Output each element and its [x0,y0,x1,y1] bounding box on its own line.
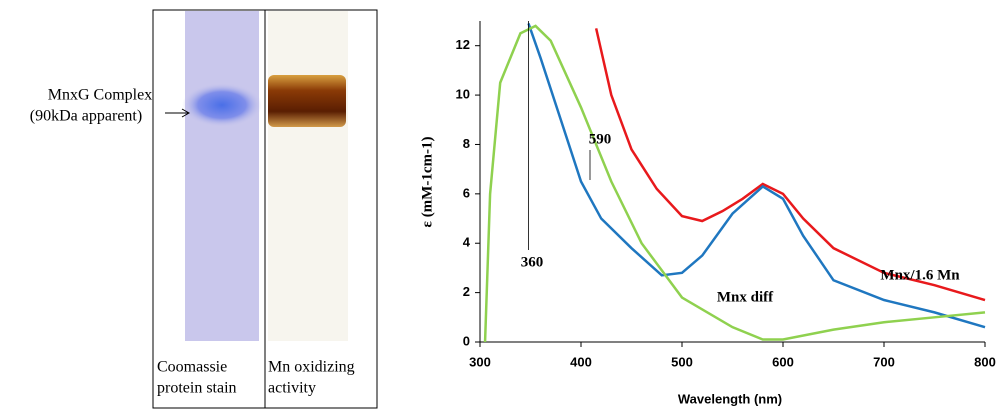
x-tick-label: 700 [873,354,895,369]
line-chart: Wavelength (nm) ε (mM-1cm-1) 0 2 4 6 8 10 12 30… [419,21,995,406]
lane-caption: activity [268,380,316,397]
coomassie-lane [185,11,259,341]
x-tick-label: 300 [469,354,491,369]
y-tick-label: 8 [463,136,470,151]
y-tick-label: 2 [463,284,470,299]
activity-band [268,75,346,127]
series-label: Mnx/1.6 Mn [880,267,960,283]
lane-caption: protein stain [157,380,237,397]
y-tick-label: 6 [463,185,470,200]
activity-lane [268,11,348,341]
x-tick-label: 500 [671,354,693,369]
x-tick-label: 400 [570,354,592,369]
x-axis-label: Wavelength (nm) [678,391,782,406]
series-label: Mnx diff [717,289,774,305]
x-tick-label: 800 [974,354,996,369]
figure: MnxG Complex (90kDa apparent) Coomassie … [0,0,1000,413]
band-label: (90kDa apparent) [30,108,142,125]
lane-caption: Mn oxidizing [268,359,355,376]
y-tick-label: 12 [456,37,470,52]
x-tick-label: 600 [772,354,794,369]
y-tick-label: 0 [463,333,470,348]
annotation: 590 [589,131,612,147]
annotation: 360 [521,254,544,270]
band-label: MnxG Complex [48,87,152,104]
y-tick-label: 10 [456,87,470,102]
y-axis-label: ε (mM-1cm-1) [419,137,435,228]
gel-panel: MnxG Complex (90kDa apparent) Coomassie … [30,10,377,408]
y-tick-label: 4 [463,235,471,250]
lane-caption: Coomassie [157,359,227,376]
protein-band [182,83,262,127]
